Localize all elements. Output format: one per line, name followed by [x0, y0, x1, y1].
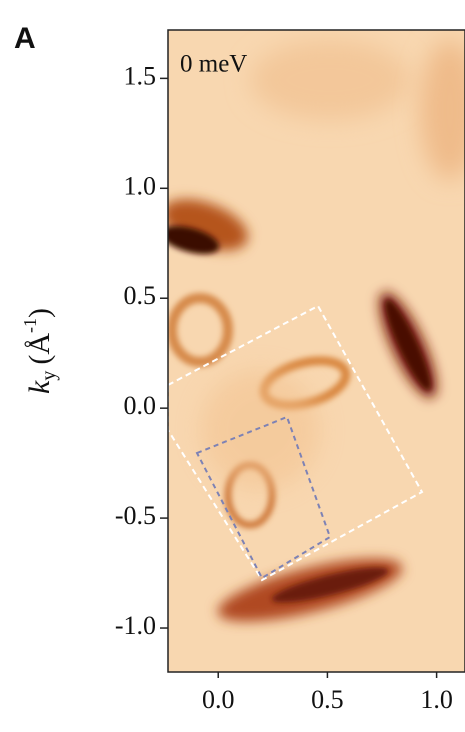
y-label-unit: (Å [23, 333, 56, 365]
figure: A 0 meV ky (Å-1) -1.0 -0.5 0.0 0.5 1.0 1.5 0.0 0… [0, 0, 465, 727]
y-tick-label: -1.0 [115, 611, 156, 640]
y-tick-label: 1.5 [124, 61, 157, 90]
y-tick-label: 0.0 [124, 391, 157, 420]
y-label-sub: y [38, 371, 60, 381]
y-label-sup: -1 [20, 318, 40, 333]
intensity-map [155, 30, 465, 672]
x-tick-label: 0.0 [202, 685, 235, 714]
y-tick-label: 1.0 [124, 171, 157, 200]
y-label-close: ) [23, 308, 56, 318]
annotation: 0 meV [180, 51, 247, 78]
y-tick-label: 0.5 [124, 281, 157, 310]
panel-label: A [14, 22, 36, 55]
x-tick-label: 0.5 [311, 685, 344, 714]
y-label-symbol: k [23, 380, 56, 394]
x-tick-label: 1.0 [420, 685, 453, 714]
y-tick-label: -0.5 [115, 501, 156, 530]
y-axis-label: ky (Å-1) [20, 308, 59, 394]
